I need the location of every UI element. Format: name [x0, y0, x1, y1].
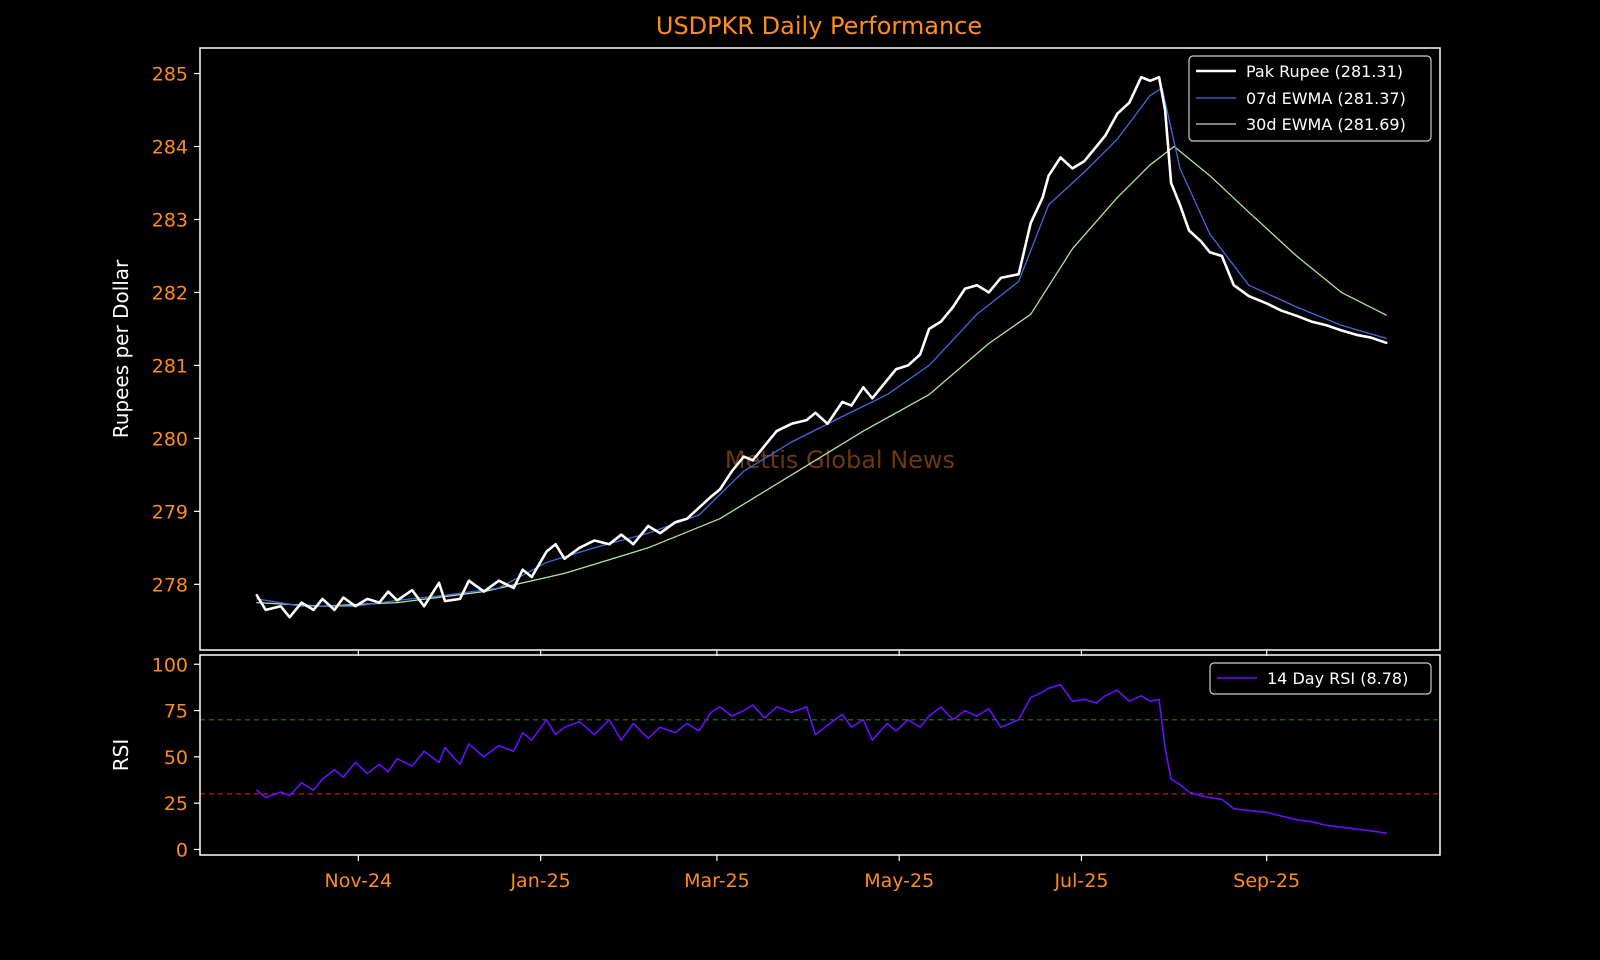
price-y-tick-label: 280: [152, 428, 188, 450]
x-tick-label: Sep-25: [1233, 870, 1300, 892]
series-line-rupee: [255, 75, 1388, 619]
x-tick-label: Nov-24: [325, 870, 393, 892]
price-y-label: Rupees per Dollar: [109, 259, 133, 438]
rsi-y-ticks: 0 25 50 75 100: [152, 654, 200, 861]
price-panel-frame: [199, 47, 1441, 651]
rsi-x-ticks: [357, 855, 1268, 861]
rsi-y-label: RSI: [109, 739, 133, 772]
price-y-ticks: 278 279 280 281 282 283 284 285: [152, 64, 200, 596]
price-panel: Mettis Global News 278279280281282283284…: [109, 47, 1441, 656]
rsi-y-tick-label: 25: [164, 793, 188, 815]
price-legend-box: [1188, 55, 1432, 142]
price-y-tick-label: 279: [152, 501, 188, 523]
x-tick-label: Jul-25: [1053, 870, 1108, 892]
rsi-series: [256, 683, 1387, 834]
rsi-y-tick-label: 0: [176, 839, 188, 861]
x-tick-label: Jan-25: [509, 870, 570, 892]
x-tick-label: Mar-25: [684, 870, 750, 892]
price-y-tick-label: 285: [152, 64, 188, 86]
series-line-ewma07: [256, 87, 1387, 607]
legend-label-rupee: Pak Rupee (281.31): [1246, 62, 1403, 81]
price-legend: Pak Rupee (281.31) 07d EWMA (281.37) 30d…: [1188, 55, 1432, 142]
x-tick-label: May-25: [864, 870, 934, 892]
price-y-tick-label: 283: [152, 209, 188, 231]
rsi-y-tick-label: 100: [152, 654, 188, 676]
price-y-tick-label: 281: [152, 355, 188, 377]
legend-label-ewma07: 07d EWMA (281.37): [1246, 89, 1406, 108]
price-y-tick-label: 278: [152, 574, 188, 596]
legend-label-ewma30: 30d EWMA (281.69): [1246, 115, 1406, 134]
rsi-legend: 14 Day RSI (8.78): [1209, 662, 1432, 695]
price-y-tick-label: 282: [152, 282, 188, 304]
price-series: [255, 75, 1388, 619]
x-axis-labels: Nov-24 Jan-25 Mar-25 May-25 Jul-25 Sep-25: [325, 870, 1301, 892]
rsi-panel: 0 25 50 75 100 RSI 14 Day RSI (8.78): [109, 654, 1441, 861]
legend-label-rsi: 14 Day RSI (8.78): [1267, 669, 1408, 688]
series-line-rsi: [256, 683, 1387, 834]
price-y-tick-label: 284: [152, 137, 188, 159]
chart-title: USDPKR Daily Performance: [656, 12, 982, 40]
rsi-panel-frame: [199, 654, 1441, 856]
rsi-legend-box: [1209, 662, 1432, 695]
rsi-y-tick-label: 50: [164, 747, 188, 769]
rsi-y-tick-label: 75: [164, 701, 188, 723]
